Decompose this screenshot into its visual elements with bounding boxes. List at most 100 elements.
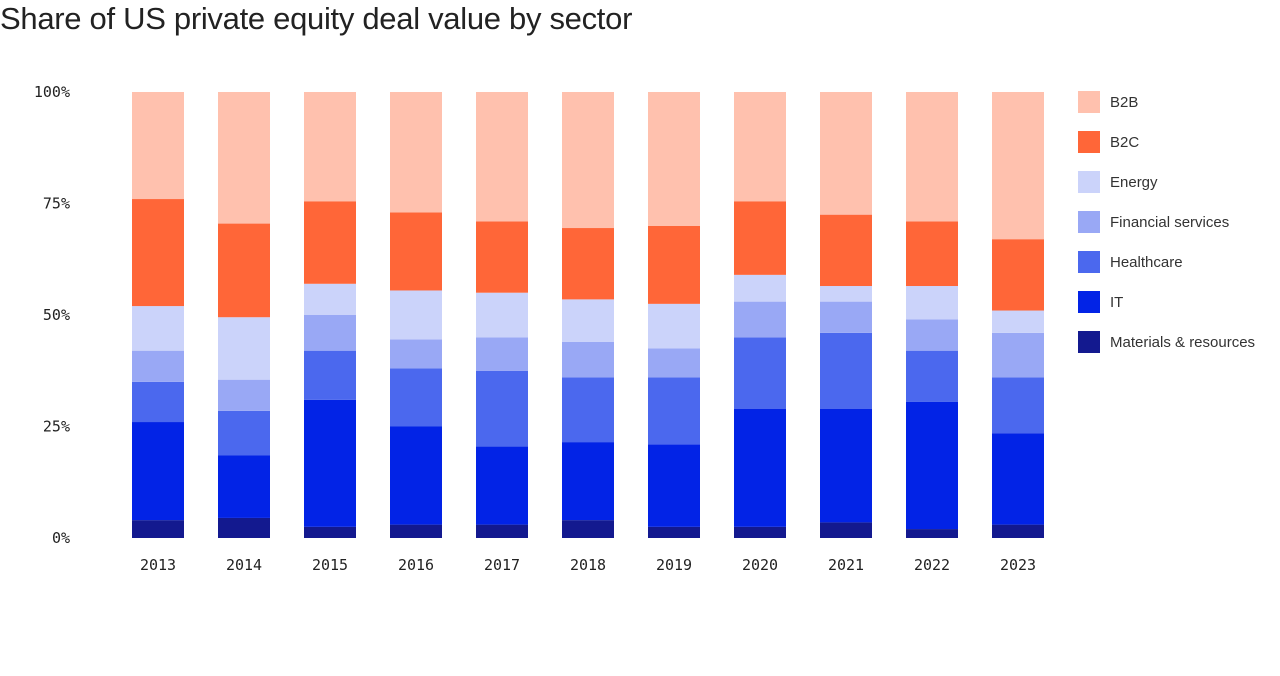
bar-segment-it-2013 xyxy=(132,422,184,521)
bar-stack-2021 xyxy=(820,92,872,538)
bar-segment-healthcare-2020 xyxy=(734,337,786,409)
legend-swatch xyxy=(1078,131,1100,153)
bar-segment-healthcare-2014 xyxy=(218,410,270,456)
bar-segment-energy-2013 xyxy=(132,306,184,351)
bar-stack-2014 xyxy=(218,92,270,538)
y-tick-label: 0% xyxy=(52,529,70,547)
bar-segment-b2b-2015 xyxy=(304,92,356,202)
bar-stack-2020 xyxy=(734,92,786,538)
legend-item: Financial services xyxy=(1078,211,1255,233)
bar-segment-financial-services-2017 xyxy=(476,337,528,371)
bar-segment-financial-services-2014 xyxy=(218,379,270,411)
bar-segment-it-2019 xyxy=(648,444,700,527)
bar-stack-2013 xyxy=(132,92,184,538)
x-axis: 2013 2014 2015 2016 2017 2018 2019 2020 2021 2022… xyxy=(140,556,1036,574)
bar-stack-2019 xyxy=(648,92,700,538)
legend-swatch xyxy=(1078,251,1100,273)
legend-swatch xyxy=(1078,171,1100,193)
bar-segment-b2b-2016 xyxy=(390,92,442,213)
legend-label: Healthcare xyxy=(1110,253,1183,271)
bar-stack-2023 xyxy=(992,92,1044,538)
legend-item: IT xyxy=(1078,291,1255,313)
bar-segment-b2c-2013 xyxy=(132,199,184,307)
bar-segment-b2b-2022 xyxy=(906,92,958,222)
bar-segment-materials-resources-2017 xyxy=(476,524,528,538)
x-tick-label: 2017 xyxy=(484,556,520,574)
bar-segment-financial-services-2015 xyxy=(304,315,356,351)
x-tick-label: 2016 xyxy=(398,556,434,574)
bar-segment-financial-services-2021 xyxy=(820,301,872,333)
bar-segment-b2c-2022 xyxy=(906,221,958,287)
legend-label: B2B xyxy=(1110,93,1139,111)
bar-segment-financial-services-2013 xyxy=(132,350,184,382)
bar-stack-2017 xyxy=(476,92,528,538)
bar-segment-healthcare-2017 xyxy=(476,370,528,447)
bar-segment-it-2015 xyxy=(304,399,356,527)
bar-segment-it-2017 xyxy=(476,446,528,525)
bar-segment-b2c-2015 xyxy=(304,201,356,284)
x-tick-label: 2013 xyxy=(140,556,176,574)
bar-segment-it-2021 xyxy=(820,408,872,523)
x-tick-label: 2020 xyxy=(742,556,778,574)
bar-segment-b2b-2018 xyxy=(562,92,614,229)
bar-segment-b2b-2023 xyxy=(992,92,1044,240)
chart-title: Share of US private equity deal value by… xyxy=(0,1,633,36)
bar-segment-it-2022 xyxy=(906,401,958,530)
legend-label: B2C xyxy=(1110,133,1140,151)
bar-segment-b2b-2014 xyxy=(218,92,270,224)
y-tick-label: 100% xyxy=(34,83,70,101)
bar-segment-b2c-2016 xyxy=(390,212,442,291)
bar-stack-2018 xyxy=(562,92,614,538)
bar-segment-materials-resources-2023 xyxy=(992,524,1044,538)
bar-segment-b2c-2019 xyxy=(648,225,700,304)
bar-segment-healthcare-2015 xyxy=(304,350,356,400)
bar-segment-energy-2020 xyxy=(734,274,786,302)
bar-segment-b2b-2019 xyxy=(648,92,700,226)
bar-segment-materials-resources-2019 xyxy=(648,526,700,538)
bar-segment-materials-resources-2021 xyxy=(820,522,872,538)
legend-item: B2B xyxy=(1078,91,1255,113)
bar-segment-healthcare-2023 xyxy=(992,377,1044,434)
bar-segment-b2c-2021 xyxy=(820,214,872,287)
bar-segment-b2c-2023 xyxy=(992,239,1044,311)
y-tick-label: 25% xyxy=(43,418,70,436)
bar-segment-energy-2018 xyxy=(562,299,614,342)
bar-segment-energy-2015 xyxy=(304,283,356,315)
bar-segment-healthcare-2016 xyxy=(390,368,442,427)
bar-segment-b2b-2021 xyxy=(820,92,872,215)
bar-segment-energy-2022 xyxy=(906,286,958,320)
bar-segment-materials-resources-2016 xyxy=(390,524,442,538)
bar-segment-b2c-2017 xyxy=(476,221,528,293)
y-tick-label: 75% xyxy=(43,195,70,213)
legend-item: Energy xyxy=(1078,171,1255,193)
bar-stack-2016 xyxy=(390,92,442,538)
legend-label: IT xyxy=(1110,293,1124,311)
bar-segment-financial-services-2020 xyxy=(734,301,786,338)
bar-segment-materials-resources-2014 xyxy=(218,517,270,538)
x-tick-label: 2023 xyxy=(1000,556,1036,574)
legend-item: B2C xyxy=(1078,131,1255,153)
legend-swatch xyxy=(1078,211,1100,233)
legend-swatch xyxy=(1078,331,1100,353)
x-tick-label: 2021 xyxy=(828,556,864,574)
legend-item: Healthcare xyxy=(1078,251,1255,273)
legend-label: Energy xyxy=(1110,173,1158,191)
bar-stack-2015 xyxy=(304,92,356,538)
bar-segment-healthcare-2022 xyxy=(906,350,958,402)
legend-item: Materials & resources xyxy=(1078,331,1255,353)
x-tick-label: 2022 xyxy=(914,556,950,574)
bar-segment-b2c-2018 xyxy=(562,228,614,300)
legend-swatch xyxy=(1078,91,1100,113)
bar-segment-materials-resources-2015 xyxy=(304,526,356,538)
bar-segment-healthcare-2021 xyxy=(820,332,872,409)
legend-label: Financial services xyxy=(1110,213,1230,231)
legend-swatch xyxy=(1078,291,1100,313)
bar-stacks xyxy=(132,92,1044,538)
bar-segment-energy-2019 xyxy=(648,303,700,349)
bar-segment-materials-resources-2013 xyxy=(132,520,184,538)
y-axis: 0% 25% 50% 75% 100% xyxy=(34,83,70,547)
bar-segment-it-2020 xyxy=(734,408,786,527)
bar-segment-b2c-2020 xyxy=(734,201,786,275)
bar-segment-materials-resources-2020 xyxy=(734,526,786,538)
bar-segment-financial-services-2019 xyxy=(648,348,700,378)
